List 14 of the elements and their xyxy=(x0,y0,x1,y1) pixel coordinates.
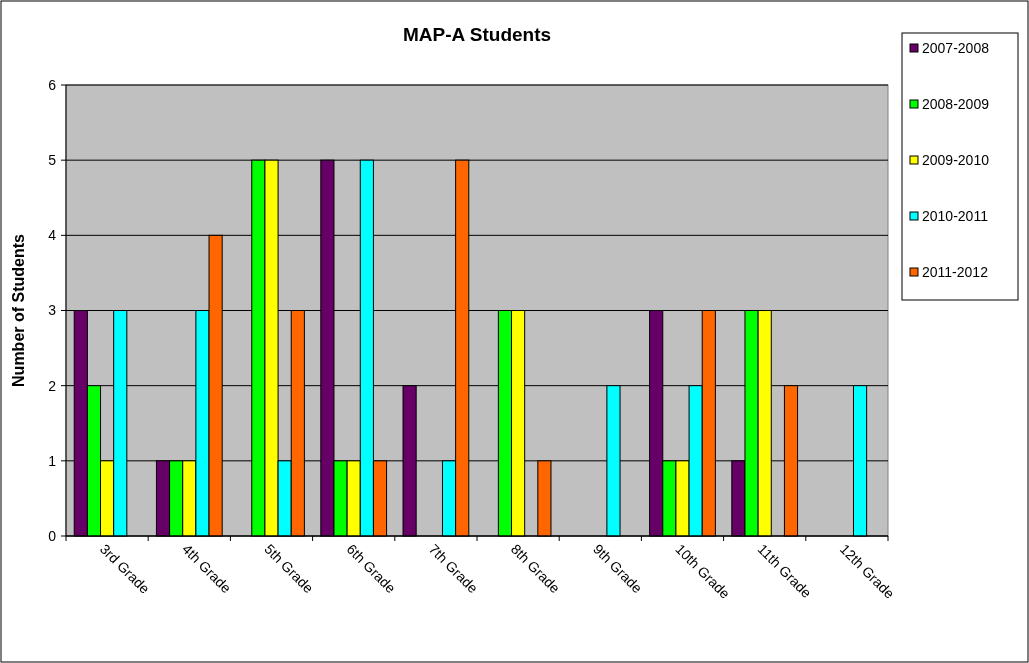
legend-label: 2011-2012 xyxy=(922,263,989,280)
y-tick-label: 6 xyxy=(48,76,57,93)
y-tick-label: 3 xyxy=(48,302,57,319)
y-tick-label: 5 xyxy=(48,152,57,169)
y-tick-label: 4 xyxy=(48,227,57,244)
y-axis-title: Number of Students xyxy=(10,233,27,387)
y-tick-label: 0 xyxy=(48,527,57,544)
legend-label: 2007-2008 xyxy=(922,39,990,56)
y-tick-label: 2 xyxy=(48,377,57,394)
y-tick-label: 1 xyxy=(48,452,57,469)
legend-label: 2008-2009 xyxy=(922,95,990,112)
legend-label: 2010-2011 xyxy=(922,207,989,224)
legend-label: 2009-2010 xyxy=(922,151,990,168)
chart-title: MAP-A Students xyxy=(402,24,552,45)
